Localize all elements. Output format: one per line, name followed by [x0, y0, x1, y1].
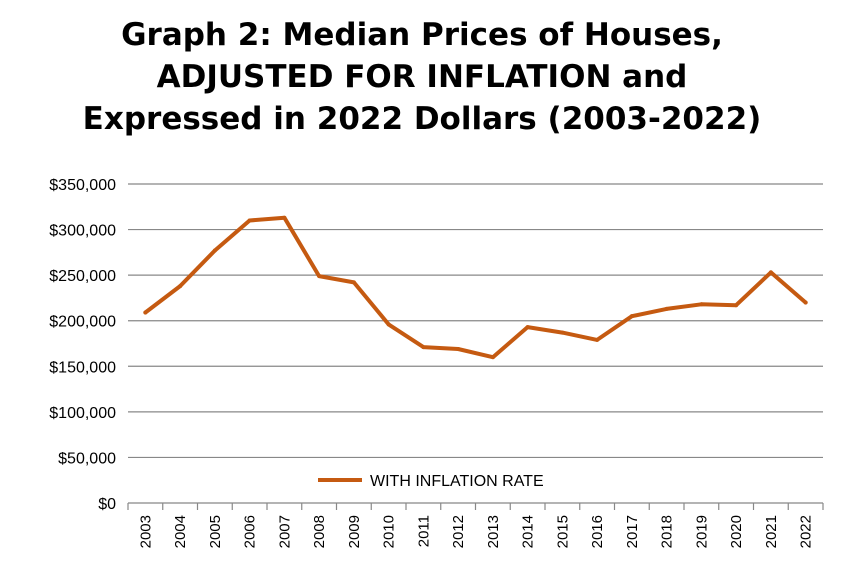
x-tick-label: 2016: [589, 515, 606, 548]
x-tick-label: 2007: [276, 515, 293, 548]
gridlines: [128, 183, 823, 459]
chart-title-line-3: Expressed in 2022 Dollars (2003-2022): [82, 101, 762, 137]
data-point: [282, 215, 287, 220]
x-tick-label: 2012: [450, 515, 467, 548]
chart-title-line-2: ADJUSTED FOR INFLATION and: [156, 59, 688, 95]
x-tick-label: 2008: [311, 515, 328, 548]
y-tick-label: $350,000: [49, 177, 116, 194]
x-tick-label: 2019: [693, 515, 710, 548]
x-tick-label: 2010: [381, 515, 398, 548]
data-point: [421, 345, 426, 350]
x-tick-label: 2022: [798, 515, 815, 548]
x-tick-label: 2009: [346, 515, 363, 548]
x-tick-label: 2004: [172, 515, 189, 548]
y-tick-label: $50,000: [58, 450, 116, 467]
x-tick-label: 2015: [554, 515, 571, 548]
y-tick-label: $300,000: [49, 223, 116, 240]
x-tick-label: 2018: [659, 515, 676, 548]
legend: WITH INFLATION RATE: [318, 473, 544, 490]
x-axis-tick-labels: 2003 2004 2005 2006 2007 2008 2009 2010 2011 2012…: [137, 515, 814, 548]
x-tick-label: 2013: [485, 515, 502, 548]
data-point: [803, 300, 808, 305]
x-tick-label: 2005: [207, 515, 224, 548]
data-point: [768, 270, 773, 275]
x-tick-label: 2017: [624, 515, 641, 548]
x-tick-label: 2011: [415, 515, 432, 547]
data-point: [178, 284, 183, 289]
y-tick-label: $150,000: [49, 359, 116, 376]
y-tick-label: $200,000: [49, 314, 116, 331]
legend-label: WITH INFLATION RATE: [370, 473, 544, 490]
data-point: [247, 218, 252, 223]
data-point: [525, 325, 530, 330]
x-tick-label: 2014: [520, 515, 537, 548]
data-point: [664, 306, 669, 311]
data-point: [699, 302, 704, 307]
data-point: [560, 330, 565, 335]
x-tick-label: 2006: [242, 515, 259, 548]
series-line: [143, 215, 808, 360]
y-axis-tick-labels: $0 $50,000 $100,000 $150,000 $200,000 $250,00…: [49, 177, 116, 513]
chart-title: Graph 2: Median Prices of Houses, ADJUST…: [0, 14, 844, 140]
data-point: [386, 322, 391, 327]
data-point: [212, 248, 217, 253]
data-point: [143, 310, 148, 315]
y-tick-label: $250,000: [49, 268, 116, 285]
data-point: [734, 303, 739, 308]
data-point: [490, 355, 495, 360]
x-tick-label: 2021: [763, 515, 780, 548]
data-point: [351, 280, 356, 285]
data-point: [595, 337, 600, 342]
data-point: [456, 346, 461, 351]
series-group: [143, 215, 808, 360]
x-tick-label: 2020: [728, 515, 745, 548]
y-tick-label: $0: [98, 496, 116, 513]
data-point: [317, 274, 322, 279]
x-axis: [127, 502, 824, 510]
data-point: [629, 314, 634, 319]
x-tick-label: 2003: [137, 515, 154, 548]
chart-title-line-1: Graph 2: Median Prices of Houses,: [121, 17, 723, 53]
y-tick-label: $100,000: [49, 405, 116, 422]
